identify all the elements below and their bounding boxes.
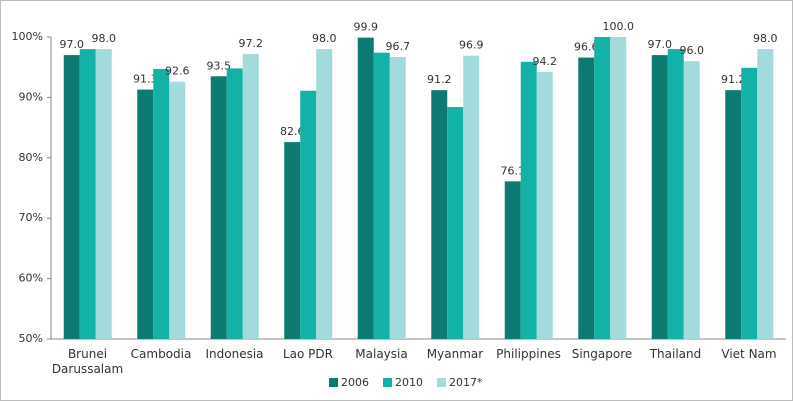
bar	[242, 53, 259, 340]
data-label: 82.6	[280, 125, 305, 138]
bar	[594, 37, 611, 339]
x-tick-label: Philippines	[496, 347, 561, 361]
bar	[725, 90, 742, 339]
data-label: 97.0	[60, 38, 85, 51]
bar	[651, 55, 668, 340]
data-label: 93.5	[207, 59, 232, 72]
bar	[284, 142, 301, 339]
bar	[741, 67, 758, 339]
legend-label: 2006	[341, 376, 369, 389]
bar	[300, 90, 317, 339]
bar	[536, 72, 553, 340]
bar	[610, 37, 627, 339]
y-tick-label: 60%	[19, 272, 43, 285]
bar	[316, 49, 333, 340]
bar	[578, 57, 595, 339]
bar	[153, 69, 170, 340]
bar	[504, 181, 521, 339]
y-tick-label: 70%	[19, 211, 43, 224]
legend-swatch	[329, 378, 338, 387]
x-tick-label: Myanmar	[426, 347, 484, 361]
bar	[79, 49, 96, 340]
data-label: 91.2	[427, 73, 452, 86]
x-tick-label: Brunei Darussalam	[51, 347, 124, 376]
data-label: 98.0	[312, 32, 337, 45]
data-label: 94.2	[533, 55, 558, 68]
x-tick-label: Viet Nam	[721, 347, 777, 361]
x-tick-label: Malaysia	[355, 347, 408, 361]
data-label: 91.3	[133, 73, 158, 86]
x-tick-label: Singapore	[571, 347, 633, 361]
data-label: 96.9	[459, 39, 484, 52]
bar	[210, 76, 227, 339]
legend-label: 2010	[395, 376, 423, 389]
data-label: 96.7	[386, 40, 411, 53]
y-tick-label: 80%	[19, 151, 43, 164]
data-label: 97.0	[648, 38, 673, 51]
y-tick-label: 100%	[12, 30, 43, 43]
bar	[667, 49, 684, 340]
bar	[757, 49, 774, 340]
bar	[389, 56, 406, 339]
x-tick-label: Cambodia	[130, 347, 192, 361]
legend-label: 2017*	[449, 376, 483, 389]
data-label: 98.0	[753, 32, 778, 45]
bar	[95, 49, 112, 340]
bar	[169, 81, 186, 340]
y-tick-label: 90%	[19, 90, 43, 103]
bar	[63, 55, 80, 340]
bar	[226, 68, 243, 340]
data-label: 96.6	[574, 41, 599, 54]
data-label: 99.9	[354, 21, 379, 34]
bar	[137, 89, 154, 339]
data-label: 97.2	[239, 37, 264, 50]
data-label: 76.1	[501, 164, 526, 177]
x-tick-label: Indonesia	[205, 347, 264, 361]
bar	[373, 52, 390, 339]
data-label: 100.0	[603, 20, 635, 33]
y-tick-label: 50%	[19, 332, 43, 345]
legend-swatch	[383, 378, 392, 387]
data-label: 91.2	[721, 73, 746, 86]
data-label: 96.0	[680, 44, 705, 57]
x-tick-label: Lao PDR	[282, 347, 333, 361]
bar	[357, 37, 374, 339]
data-label: 92.6	[165, 65, 190, 78]
data-label: 98.0	[92, 32, 117, 45]
bar	[520, 61, 537, 339]
bar	[463, 55, 480, 339]
legend-swatch	[437, 378, 446, 387]
x-tick-label: Thailand	[649, 347, 702, 361]
bar	[683, 61, 700, 339]
bar	[431, 90, 448, 339]
bar	[447, 107, 464, 340]
